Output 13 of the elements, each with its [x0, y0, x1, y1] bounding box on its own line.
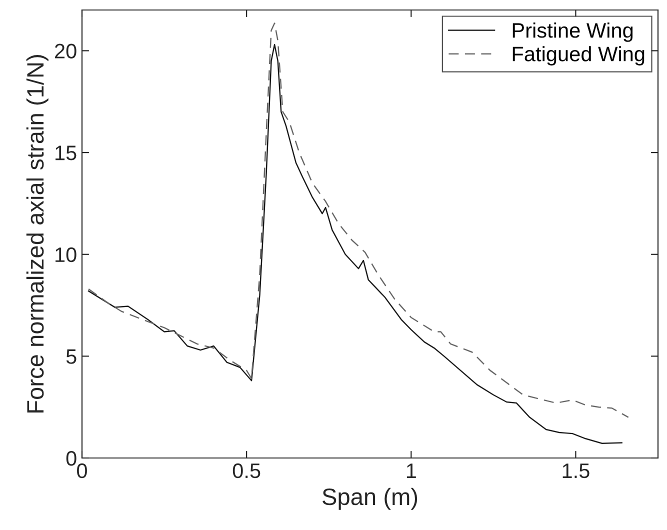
y-axis-title: Force normalized axial strain (1/N)	[26, 55, 48, 412]
x-axis-title: Span (m)	[322, 488, 418, 510]
x-tick-label: 1	[406, 464, 416, 478]
x-tick-label: 1.5	[562, 464, 590, 478]
y-tick-label: 0	[66, 451, 76, 466]
x-tick-label: 0	[77, 463, 87, 478]
y-tick-label: 15	[56, 146, 76, 160]
legend-label: Fatigued Wing	[512, 46, 644, 66]
y-tick-label: 20	[55, 44, 76, 58]
legend-label: Pristine Wing	[512, 22, 633, 42]
y-tick-label: 10	[56, 247, 76, 262]
x-tick-label: 0.5	[232, 463, 260, 478]
y-tick-label: 5	[66, 349, 76, 364]
